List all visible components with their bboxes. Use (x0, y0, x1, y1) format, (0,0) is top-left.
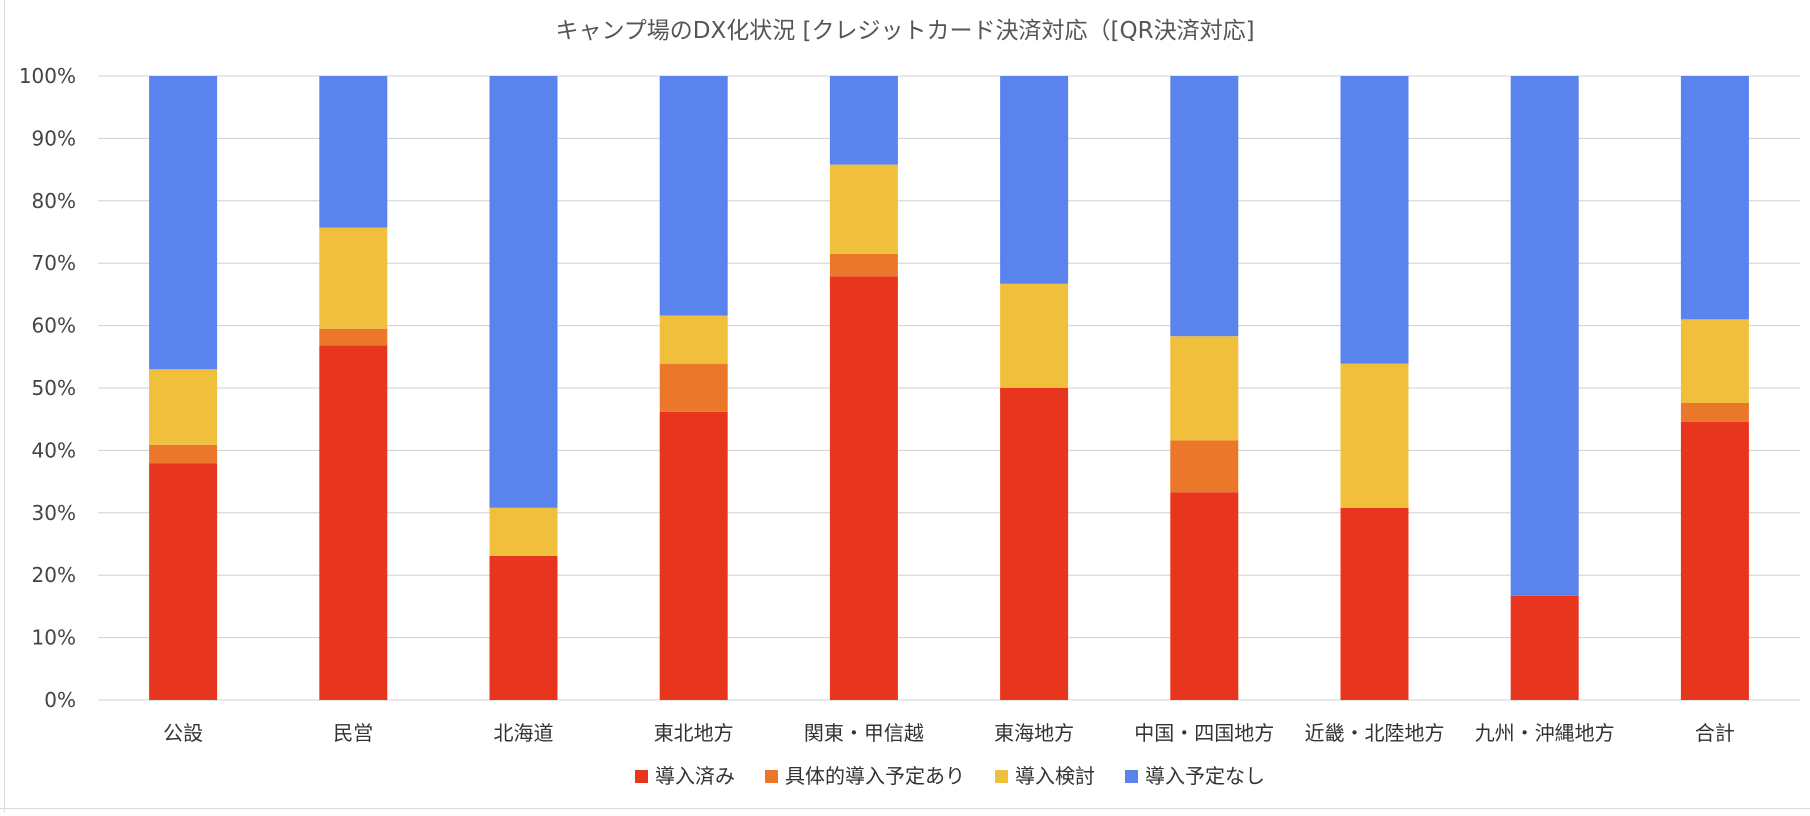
bar-segment (1510, 76, 1579, 596)
bars (149, 76, 1749, 700)
legend-item: 導入予定なし (1125, 764, 1265, 788)
y-tick-label: 10% (32, 626, 76, 650)
bar-segment (1680, 402, 1749, 422)
legend-label: 導入予定なし (1145, 764, 1265, 788)
legend-swatch (635, 770, 648, 783)
x-tick-label: 合計 (1695, 721, 1735, 745)
y-axis-ticks: 0% 10% 20% 30% 40% 50% 60% 70% 80% 90% 100% (19, 64, 76, 712)
legend-label: 具体的導入予定あり (785, 764, 965, 788)
bar-segment (319, 328, 388, 346)
bar-segment (149, 76, 218, 370)
bar-segment (149, 444, 218, 464)
legend: 導入済み 具体的導入予定あり 導入検討 導入予定なし (635, 764, 1265, 788)
y-tick-label: 90% (32, 126, 76, 150)
bar-segment (829, 164, 898, 254)
bar-segment (1680, 76, 1749, 320)
x-tick-label: 東海地方 (994, 721, 1074, 745)
bar-segment (1170, 492, 1239, 700)
legend-label: 導入検討 (1015, 764, 1095, 788)
bar-segment (149, 369, 218, 445)
bar-segment (659, 76, 728, 316)
y-tick-label: 100% (19, 64, 76, 88)
legend-item: 具体的導入予定あり (765, 764, 965, 788)
bar-segment (1340, 363, 1409, 508)
bar-segment (1340, 76, 1409, 364)
bar-segment (1000, 283, 1069, 388)
bar-segment (319, 345, 388, 700)
legend-item: 導入検討 (995, 764, 1095, 788)
frame-left-rule (4, 0, 5, 812)
bar-segment (319, 227, 388, 329)
y-tick-label: 40% (32, 438, 76, 462)
x-tick-label: 中国・四国地方 (1134, 721, 1274, 745)
legend-swatch (765, 770, 778, 783)
bar-segment (489, 555, 558, 700)
y-tick-label: 80% (32, 189, 76, 213)
y-tick-label: 20% (32, 563, 76, 587)
bar-segment (659, 363, 728, 412)
x-tick-label: 東北地方 (654, 721, 734, 745)
bar-segment (1000, 76, 1069, 284)
bar-segment (1510, 595, 1579, 700)
bar-segment (1170, 76, 1239, 337)
frame-bottom-rule (0, 808, 1810, 809)
legend-swatch (995, 770, 1008, 783)
y-tick-label: 0% (44, 688, 76, 712)
chart-title: キャンプ場のDX化状況 [クレジットカード決済対応（[QR決済対応] (555, 18, 1254, 44)
bar-segment (829, 276, 898, 700)
legend-item: 導入済み (635, 764, 735, 788)
x-tick-label: 九州・沖縄地方 (1475, 721, 1615, 745)
x-tick-label: 北海道 (494, 721, 554, 745)
bar-segment (659, 411, 728, 700)
bar-segment (829, 76, 898, 165)
bar-segment (829, 253, 898, 277)
x-tick-label: 関東・甲信越 (804, 721, 924, 745)
bar-segment (1680, 421, 1749, 700)
legend-label: 導入済み (655, 764, 735, 788)
bar-segment (149, 463, 218, 700)
legend-swatch (1125, 770, 1138, 783)
x-axis-ticks: 公設 民営 北海道 東北地方 関東・甲信越 東海地方 中国・四国地方 近畿・北陸地方 九州・沖縄… (163, 721, 1735, 745)
x-tick-label: 近畿・北陸地方 (1305, 721, 1445, 745)
bar-segment (659, 315, 728, 364)
bar-segment (319, 76, 388, 228)
bar-segment (489, 507, 558, 556)
bar-segment (1170, 440, 1239, 493)
x-tick-label: 民営 (333, 721, 373, 745)
y-tick-label: 30% (32, 501, 76, 525)
y-tick-label: 60% (32, 314, 76, 338)
y-tick-label: 70% (32, 251, 76, 275)
x-tick-label: 公設 (163, 721, 203, 745)
bar-segment (1340, 507, 1409, 700)
bar-segment (1680, 319, 1749, 403)
bar-segment (1170, 336, 1239, 441)
bar-segment (489, 76, 558, 508)
bar-segment (1000, 388, 1069, 700)
y-tick-label: 50% (32, 376, 76, 400)
